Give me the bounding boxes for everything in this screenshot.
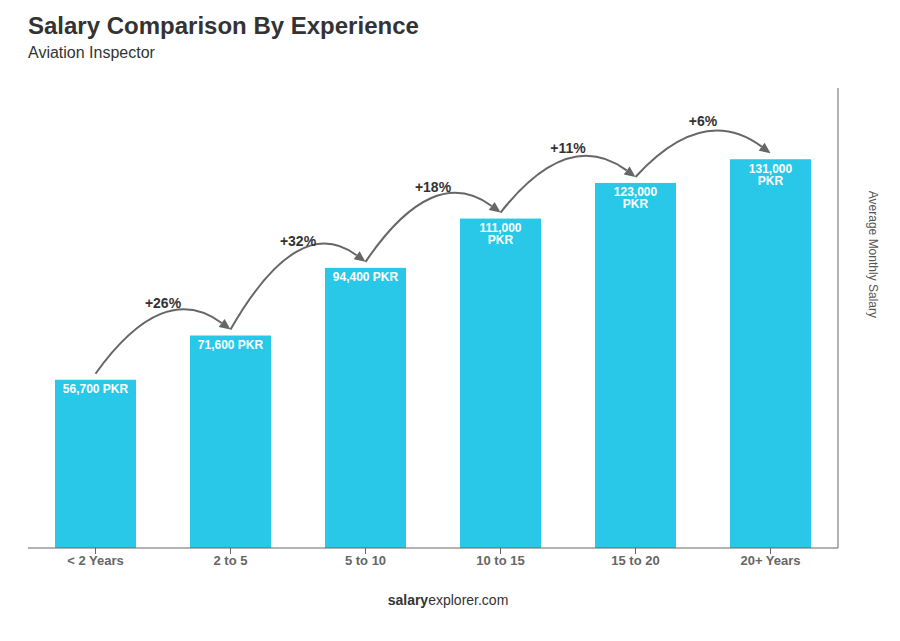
svg-text:123,000PKR: 123,000PKR — [614, 185, 658, 211]
html-text:salary explorer.com: salary explorer.com — [387, 592, 509, 608]
svg-text:+6%: +6% — [689, 113, 718, 129]
svg-text:94,400 PKR: 94,400 PKR — [333, 270, 399, 284]
svg-text:56,700 PKR: 56,700 PKR — [63, 382, 129, 396]
html-text:Salary Comparison By Experienc: Salary Comparison By Experience — [28, 12, 419, 39]
svg-text:2 to 5: 2 to 5 — [214, 553, 248, 568]
svg-text:Average Monthly Salary: Average Monthly Salary — [866, 191, 880, 318]
svg-text:15 to 20: 15 to 20 — [611, 553, 659, 568]
svg-text:10 to 15: 10 to 15 — [476, 553, 524, 568]
svg-text:< 2 Years: < 2 Years — [67, 553, 124, 568]
svg-text:+11%: +11% — [550, 140, 586, 156]
svg-text:111,000PKR: 111,000PKR — [479, 221, 521, 247]
svg-text:131,000PKR: 131,000PKR — [749, 162, 793, 188]
svg-text:20+ Years: 20+ Years — [740, 553, 800, 568]
svg-text:+18%: +18% — [415, 179, 452, 195]
svg-text:5 to 10: 5 to 10 — [345, 553, 386, 568]
svg-text:71,600 PKR: 71,600 PKR — [198, 338, 264, 352]
svg-text:+32%: +32% — [280, 233, 317, 249]
html-text:Aviation Inspector: Aviation Inspector — [28, 44, 155, 61]
svg-text:+26%: +26% — [145, 295, 182, 311]
